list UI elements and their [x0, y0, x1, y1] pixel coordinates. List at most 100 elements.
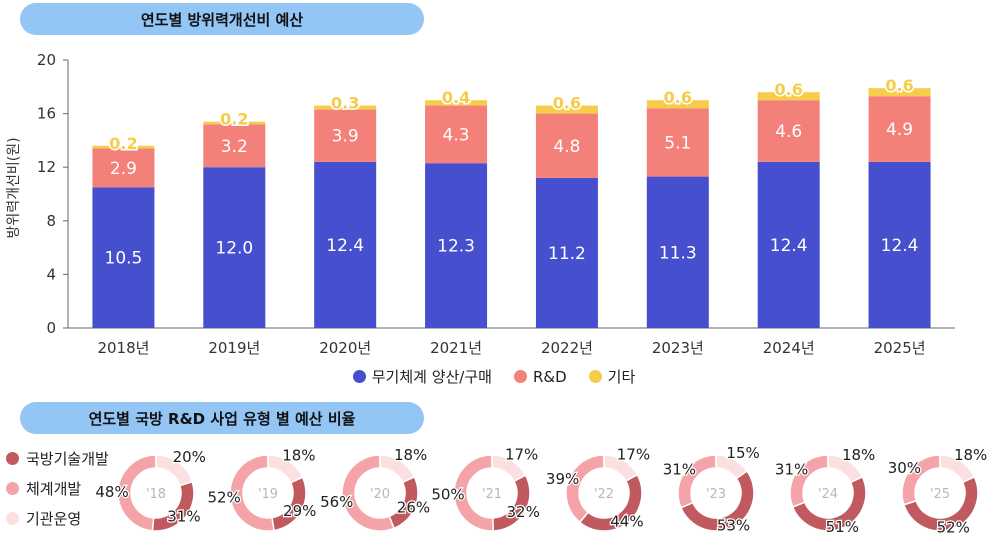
data-label: 12.4	[770, 236, 808, 256]
donut-year-label: '19	[258, 487, 278, 502]
donut-legend-label-infra: 기관운영	[26, 509, 82, 528]
x-tick-label: 2019년	[208, 339, 260, 357]
y-tick-label: 0	[46, 319, 56, 337]
bar-segment	[425, 100, 488, 106]
donut-legend-item-system: 체계개발	[6, 473, 109, 503]
donut-year-label: '22	[594, 487, 614, 502]
donut-pct-label: 18%	[394, 446, 427, 464]
donut-pct-label: 15%	[726, 444, 759, 462]
data-label: 0.2	[220, 110, 248, 129]
donut-year-label: '24	[818, 487, 838, 502]
donut-pct-label: 32%	[507, 503, 540, 521]
donut-slice	[341, 454, 395, 532]
donut-pct-label: 17%	[617, 445, 650, 463]
bar-segment	[757, 100, 820, 162]
donut-legend-swatch-infra	[6, 511, 19, 525]
section-title-rnd-ratio: 연도별 국방 R&D 사업 유형 별 예산 비율	[20, 402, 424, 434]
data-label: 12.3	[437, 237, 475, 257]
legend-swatch-rnd	[513, 370, 527, 383]
bar-segment	[646, 108, 709, 177]
data-label: 4.9	[886, 120, 913, 140]
legend-label-weapons: 무기체계 양산/구매	[371, 368, 492, 386]
data-label: 5.1	[664, 133, 691, 153]
bar-segment	[314, 109, 377, 162]
bar-segment	[314, 161, 377, 328]
donut-year-label: '25	[930, 487, 950, 502]
donut-slice	[902, 475, 979, 532]
donut-legend-swatch-system	[6, 481, 19, 495]
donut-pct-label: 53%	[717, 516, 750, 534]
donut-pct-label: 30%	[888, 459, 921, 477]
donut-year-label: '21	[482, 487, 502, 502]
donut-slice	[578, 473, 643, 532]
donut-slice	[492, 474, 531, 532]
donut-pct-label: 31%	[663, 461, 696, 479]
bar-segment	[203, 167, 266, 328]
donut-slice	[453, 454, 494, 532]
donut-slice	[901, 454, 941, 506]
data-label: 3.2	[221, 137, 248, 157]
donut-year-label: '18	[146, 487, 166, 502]
donut-pct-label: 56%	[320, 493, 353, 511]
legend-label-other: 기타	[607, 368, 636, 386]
donut-pct-label: 52%	[207, 488, 240, 506]
donut-pct-label: 44%	[610, 513, 643, 531]
x-tick-label: 2024년	[763, 339, 815, 357]
data-label: 12.4	[326, 236, 364, 256]
data-label: 2.9	[110, 159, 137, 179]
bar-segment	[92, 187, 155, 328]
donut-slice	[271, 476, 307, 532]
bar-segment	[868, 88, 931, 97]
y-tick-label: 16	[37, 105, 56, 123]
data-label: 10.5	[105, 249, 143, 269]
x-tick-label: 2018년	[97, 339, 149, 357]
x-tick-label: 2020년	[319, 339, 371, 357]
donut-slice	[151, 480, 195, 532]
legend-swatch-other	[588, 370, 602, 383]
data-label: 12.0	[215, 239, 253, 259]
donut-slice	[791, 475, 867, 532]
bar-segment	[203, 121, 266, 125]
donut-slice	[677, 454, 717, 509]
bar-segment	[535, 113, 598, 178]
legend-item-other: 기타	[588, 366, 636, 387]
bar-segment	[646, 176, 709, 328]
x-tick-label: 2025년	[874, 339, 926, 357]
bar-legend: 무기체계 양산/구매 R&D 기타	[0, 366, 988, 387]
x-tick-label: 2022년	[541, 339, 593, 357]
donut-slice	[603, 454, 639, 482]
x-tick-label: 2023년	[652, 339, 704, 357]
donut-slice	[939, 454, 976, 484]
bar-segment	[425, 105, 488, 164]
donut-legend-label-system: 체계개발	[26, 479, 82, 498]
donut-legend: 국방기술개발 체계개발 기관운영	[6, 443, 109, 533]
donut-pct-label: 31%	[775, 460, 808, 478]
donut-slice	[229, 454, 275, 532]
data-label: 0.6	[775, 80, 803, 99]
data-label: 0.3	[331, 94, 359, 113]
data-label: 0.6	[885, 76, 913, 95]
donut-pct-label: 26%	[397, 498, 430, 516]
donut-pct-label: 18%	[954, 446, 987, 464]
bar-segment	[757, 161, 820, 328]
donut-slice	[715, 454, 749, 480]
donut-slice	[789, 454, 829, 508]
donut-slice	[155, 454, 194, 487]
donut-slice	[491, 454, 527, 483]
data-label: 4.3	[443, 125, 470, 145]
donut-slice	[117, 454, 157, 532]
donut-legend-item-infra: 기관운영	[6, 503, 109, 533]
y-tick-label: 12	[37, 158, 56, 176]
legend-label-rnd: R&D	[532, 367, 567, 386]
bar-segment	[535, 177, 598, 328]
x-tick-label: 2021년	[430, 339, 482, 357]
donut-pct-label: 50%	[431, 486, 464, 504]
bar-segment	[868, 96, 931, 162]
donut-pct-label: 52%	[937, 518, 970, 536]
donut-legend-label-tech: 국방기술개발	[26, 449, 109, 468]
donut-year-label: '23	[706, 487, 726, 502]
donut-pct-label: 17%	[505, 446, 538, 464]
donut-pct-label: 18%	[282, 446, 315, 464]
legend-item-rnd: R&D	[513, 366, 567, 387]
donut-pct-label: 31%	[167, 508, 200, 526]
